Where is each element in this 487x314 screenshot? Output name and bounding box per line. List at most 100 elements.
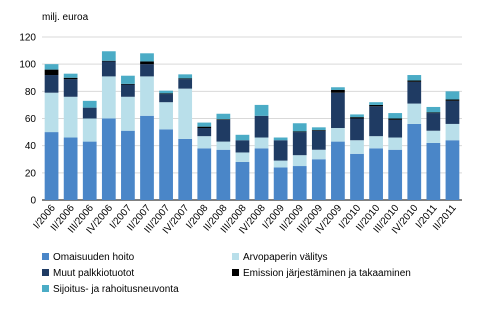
legend-label: Omaisuuden hoito bbox=[53, 252, 135, 263]
bar-segment bbox=[311, 130, 326, 131]
bar-segment bbox=[101, 76, 116, 119]
bar-segment bbox=[426, 113, 441, 131]
y-tick-label: 100 bbox=[19, 60, 36, 71]
bar-segment bbox=[407, 80, 422, 82]
bar-segment bbox=[369, 148, 383, 200]
bar-segment bbox=[254, 104, 269, 116]
bar-segment bbox=[44, 69, 59, 76]
bar-segment bbox=[407, 123, 422, 200]
bar-segment bbox=[273, 167, 288, 200]
bar-segment bbox=[407, 81, 422, 104]
bar-segment bbox=[140, 61, 154, 65]
bar-segment bbox=[331, 128, 345, 142]
bar-segment bbox=[369, 102, 383, 105]
bar-segment bbox=[121, 84, 135, 97]
y-tick-label: 60 bbox=[25, 114, 37, 125]
bar-segment bbox=[178, 79, 193, 89]
bar-segment bbox=[254, 148, 269, 200]
bar-segment bbox=[44, 92, 59, 133]
bar-segment bbox=[140, 53, 154, 62]
bar-segment bbox=[178, 88, 193, 139]
bar-segment bbox=[426, 112, 441, 114]
bar-segment bbox=[63, 73, 78, 78]
bar-segment bbox=[159, 129, 173, 200]
bar-segment bbox=[44, 132, 59, 200]
bar-segment bbox=[292, 123, 307, 132]
bar-segment bbox=[197, 122, 212, 127]
bar-segment bbox=[369, 136, 383, 149]
bar-segment bbox=[331, 87, 345, 90]
bar-segment bbox=[101, 51, 116, 61]
bar-segment bbox=[350, 114, 364, 118]
legend-swatch bbox=[42, 269, 49, 276]
bar-segment bbox=[445, 123, 460, 141]
legend-swatch bbox=[232, 253, 239, 260]
bar-segment bbox=[216, 141, 231, 150]
y-tick-label: 80 bbox=[25, 87, 37, 98]
bar-segment bbox=[159, 94, 173, 103]
bar-segment bbox=[121, 96, 135, 131]
legend-label: Sijoitus- ja rahoitusneuvonta bbox=[53, 284, 179, 295]
bar-segment bbox=[235, 134, 250, 141]
bar-segment bbox=[292, 166, 307, 200]
bar-segment bbox=[101, 118, 116, 200]
bar-segment bbox=[311, 149, 326, 160]
legend-swatch bbox=[42, 253, 49, 260]
bar-segment bbox=[178, 74, 193, 79]
bar-segment bbox=[140, 76, 154, 116]
bar-segment bbox=[235, 161, 250, 200]
bar-segment bbox=[216, 149, 231, 200]
bar-segment bbox=[235, 152, 250, 162]
bar-segment bbox=[254, 115, 269, 138]
bar-segment bbox=[350, 117, 364, 119]
bar-segment bbox=[273, 140, 288, 161]
bar-segment bbox=[311, 130, 326, 150]
bar-segment bbox=[311, 159, 326, 200]
bar-segment bbox=[292, 131, 307, 133]
legend-swatch bbox=[232, 269, 239, 276]
y-tick-label: 20 bbox=[25, 168, 37, 179]
bar-segment bbox=[197, 126, 212, 129]
bar-segment bbox=[445, 100, 460, 124]
bar-segment bbox=[178, 78, 193, 80]
bar-segment bbox=[426, 142, 441, 200]
bar-segment bbox=[388, 119, 403, 138]
bar-segment bbox=[388, 137, 403, 150]
bar-segment bbox=[178, 138, 193, 200]
bar-segment bbox=[159, 90, 173, 94]
bar-segment bbox=[331, 89, 345, 93]
legend-swatch bbox=[42, 285, 49, 292]
bar-segment bbox=[159, 102, 173, 130]
bar-segment bbox=[331, 92, 345, 129]
bar-segment bbox=[63, 77, 78, 80]
bar-segment bbox=[44, 64, 59, 70]
bar-segment bbox=[197, 136, 212, 149]
bar-segment bbox=[216, 119, 231, 142]
bar-segment bbox=[388, 118, 403, 120]
y-axis-label: milj. euroa bbox=[42, 12, 89, 23]
bar-segment bbox=[197, 148, 212, 200]
bar-segment bbox=[292, 155, 307, 167]
bar-segment bbox=[82, 107, 97, 119]
y-tick-label: 0 bbox=[30, 196, 36, 207]
bar-segment bbox=[63, 96, 78, 138]
bar-segment bbox=[216, 119, 231, 120]
bar-segment bbox=[350, 140, 364, 154]
bar-segment bbox=[140, 64, 154, 77]
legend-label: Emission järjestäminen ja takaaminen bbox=[243, 268, 411, 279]
bar-segment bbox=[445, 140, 460, 200]
bar-segment bbox=[121, 130, 135, 200]
bar-segment bbox=[82, 141, 97, 200]
legend-label: Muut palkkiotuotot bbox=[53, 268, 134, 279]
bar-segment bbox=[426, 106, 441, 113]
bar-segment bbox=[101, 61, 116, 77]
bar-segment bbox=[311, 127, 326, 131]
bar-segment bbox=[331, 141, 345, 200]
bar-segment bbox=[445, 99, 460, 101]
bar-segment bbox=[273, 160, 288, 168]
bar-segment bbox=[407, 103, 422, 124]
bar-segment bbox=[44, 75, 59, 93]
bar-segment bbox=[216, 113, 231, 120]
bar-segment bbox=[82, 118, 97, 142]
